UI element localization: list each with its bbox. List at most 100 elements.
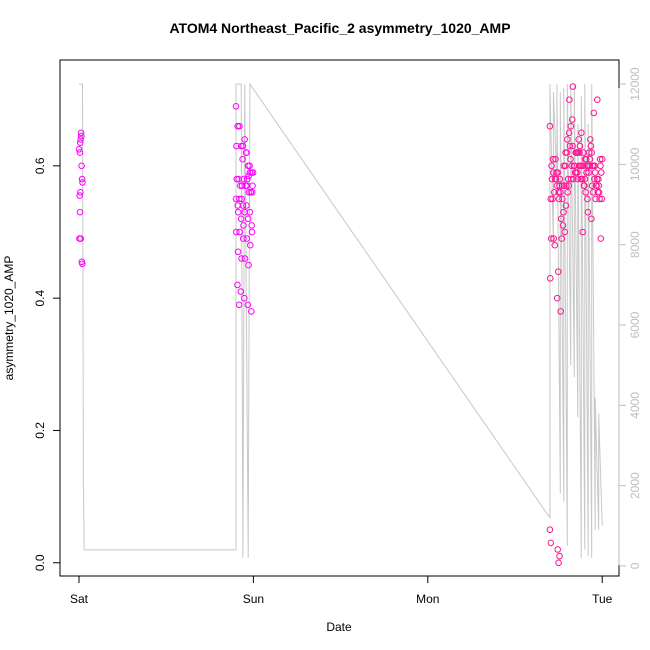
y-tick-label: 0.6 [33, 157, 47, 174]
data-point [586, 155, 594, 163]
chart-title: ATOM4 Northeast_Pacific_2 asymmetry_1020… [169, 20, 510, 36]
data-point [571, 162, 578, 170]
data-point [574, 169, 581, 176]
data-point [238, 182, 246, 189]
data-point [241, 294, 248, 302]
data-point [564, 189, 572, 196]
data-point [552, 155, 559, 163]
data-point [78, 175, 86, 183]
data-point [237, 288, 245, 295]
data-point [581, 175, 589, 183]
data-point [560, 182, 568, 189]
data-point [598, 169, 605, 176]
data-point [558, 235, 566, 242]
data-point [75, 146, 83, 153]
y-tick-label: 0.0 [33, 554, 47, 571]
data-point [77, 189, 84, 196]
data-point [597, 235, 605, 242]
y-axis-label: asymmetry_1020_AMP [2, 256, 16, 381]
data-point [595, 175, 602, 183]
data-point [567, 122, 575, 130]
data-point [576, 142, 584, 150]
data-point [573, 149, 580, 156]
secondary-series-line [79, 82, 603, 558]
data-point [555, 268, 562, 276]
data-point [233, 228, 240, 236]
y2-tick-label: 6000 [628, 311, 642, 338]
data-point [77, 136, 84, 143]
data-point [234, 208, 242, 216]
data-point [583, 169, 590, 176]
data-point [248, 308, 255, 315]
data-point [549, 155, 557, 163]
data-point [556, 182, 563, 189]
data-point [591, 169, 599, 176]
data-point [593, 182, 600, 189]
data-point [560, 208, 567, 216]
data-point [248, 222, 255, 229]
data-point [243, 182, 251, 189]
data-point [245, 172, 252, 180]
data-point [240, 222, 247, 229]
data-point [591, 162, 599, 170]
data-point [249, 169, 257, 176]
data-point [575, 136, 583, 143]
data-point [546, 275, 554, 282]
data-point [597, 162, 604, 170]
data-point [588, 215, 595, 223]
data-point [79, 260, 86, 268]
data-point [588, 182, 596, 189]
data-point [236, 122, 243, 130]
data-point [77, 129, 85, 137]
data-point [553, 294, 561, 302]
data-point [590, 109, 598, 117]
data-point [241, 255, 249, 262]
data-point [548, 162, 555, 170]
points-layer [75, 83, 606, 567]
data-point [236, 195, 243, 203]
data-point [594, 96, 601, 103]
x-tick-label: Tue [592, 592, 613, 606]
data-point [244, 301, 252, 309]
y2-axis-ticks: 0 2000 4000 6000 8000 10000 12000 [619, 67, 642, 569]
data-point [570, 175, 577, 183]
data-point [598, 195, 606, 203]
data-point [240, 175, 248, 183]
data-point [78, 132, 85, 140]
data-point [551, 241, 559, 249]
data-point [546, 526, 554, 534]
data-point [76, 139, 84, 146]
data-point [243, 235, 251, 242]
data-point [579, 228, 587, 236]
data-point [552, 175, 560, 183]
data-point [584, 208, 592, 216]
data-point [549, 195, 556, 203]
data-point [234, 281, 241, 289]
data-point [598, 155, 606, 163]
data-point [592, 195, 599, 203]
data-point [78, 162, 85, 170]
data-point [569, 142, 576, 150]
y-tick-label: 0.2 [33, 422, 47, 439]
data-point [548, 175, 556, 183]
data-point [556, 175, 564, 183]
data-point [233, 175, 241, 183]
data-point [556, 552, 563, 560]
y-axis-ticks: 0.0 0.2 0.4 0.6 [33, 157, 60, 571]
data-point [567, 175, 575, 183]
data-point [566, 96, 573, 103]
data-point [77, 235, 84, 242]
data-point [581, 182, 588, 189]
data-point [565, 129, 573, 137]
secondary-line-layer [79, 82, 603, 558]
data-point [565, 182, 573, 189]
data-point [554, 546, 562, 553]
data-point [566, 142, 574, 150]
data-point [550, 169, 557, 176]
data-point [237, 215, 245, 223]
y2-tick-label: 0 [628, 562, 642, 569]
data-point [239, 142, 247, 150]
data-point [76, 208, 84, 216]
data-point [242, 149, 250, 156]
